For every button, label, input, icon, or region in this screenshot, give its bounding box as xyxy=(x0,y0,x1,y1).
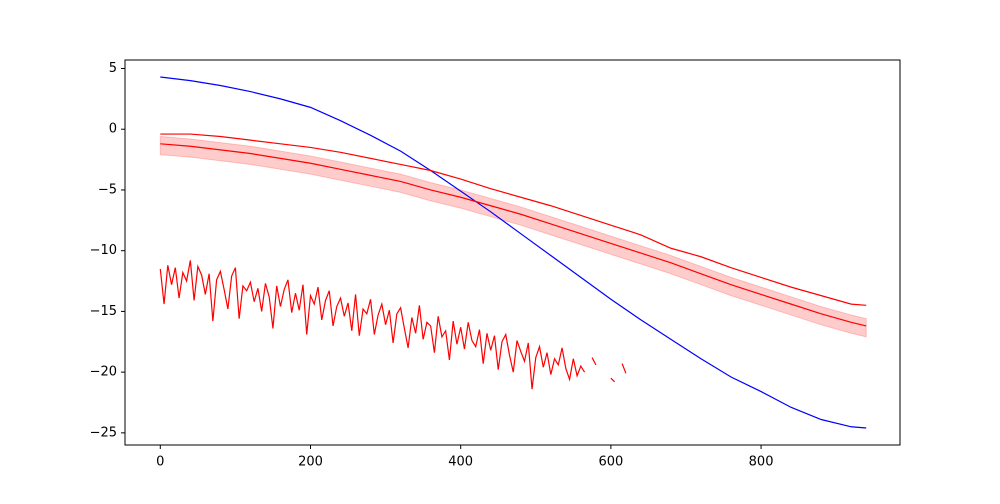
x-tick-label: 600 xyxy=(598,455,623,470)
y-tick-label: −20 xyxy=(90,365,117,380)
line xyxy=(159,260,627,390)
x-tick-label: 0 xyxy=(156,455,164,470)
y-tick-label: −10 xyxy=(90,243,117,258)
plot-frame xyxy=(124,59,901,446)
line xyxy=(160,133,867,306)
line xyxy=(160,143,867,327)
y-tick-label: −15 xyxy=(90,304,117,319)
x-tick-label: 800 xyxy=(749,455,774,470)
y-tick-label: −5 xyxy=(98,182,117,197)
y-tick-label: 5 xyxy=(109,61,117,76)
confidence-band xyxy=(159,135,867,338)
line xyxy=(160,76,867,429)
y-tick-label: 0 xyxy=(109,122,117,137)
x-tick-label: 400 xyxy=(448,455,473,470)
x-tick-label: 200 xyxy=(298,455,323,470)
y-tick-label: −25 xyxy=(90,425,117,440)
